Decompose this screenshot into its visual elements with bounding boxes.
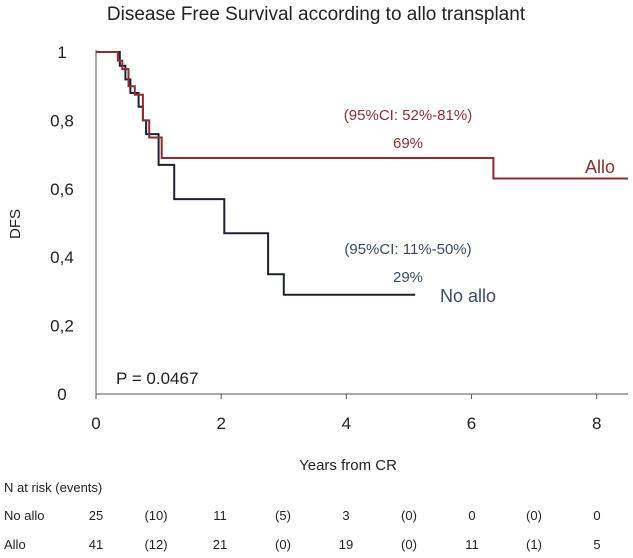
risk-cell: 0 <box>593 508 600 523</box>
risk-cell: (0) <box>275 537 291 552</box>
y-tick-label: 1 <box>57 43 66 62</box>
noallo-survival-curve <box>96 51 416 296</box>
risk-cell: (0) <box>401 537 417 552</box>
y-tick-label: 0,8 <box>50 111 74 130</box>
risk-cell: 11 <box>213 508 227 523</box>
y-tick-label: 0 <box>57 385 66 404</box>
allo-percent-annotation: 69% <box>393 135 423 152</box>
noallo-percent-annotation: 29% <box>393 269 423 286</box>
risk-row-label: No allo <box>4 508 44 523</box>
risk-cell: (10) <box>144 508 167 523</box>
x-tick-label: 4 <box>342 414 351 433</box>
risk-cell: 41 <box>89 537 103 552</box>
risk-cell: (12) <box>144 537 167 552</box>
y-axis-label: DFS <box>7 209 24 239</box>
risk-cell: 19 <box>339 537 353 552</box>
y-tick-label: 0,4 <box>50 248 74 267</box>
risk-cell: (0) <box>526 508 542 523</box>
risk-table-header: N at risk (events) <box>4 480 102 495</box>
x-tick-label: 0 <box>91 414 100 433</box>
risk-table: No allo 25 (10) 11 (5) 3 (0) 0 (0) 0 Allo 41 (12) 21 (… <box>4 508 601 552</box>
y-tick-label: 0,6 <box>50 180 74 199</box>
axes <box>95 50 628 395</box>
risk-cell: (1) <box>526 537 542 552</box>
risk-cell: 21 <box>213 537 227 552</box>
chart-title: Disease Free Survival according to allo … <box>107 4 526 25</box>
x-tick-label: 8 <box>592 414 601 433</box>
risk-cell: 11 <box>465 537 479 552</box>
x-axis-label: Years from CR <box>299 457 397 474</box>
risk-cell: 25 <box>89 508 103 523</box>
risk-cell: 0 <box>468 508 475 523</box>
x-axis: 0 2 4 6 8 <box>91 394 601 433</box>
x-tick-label: 6 <box>467 414 476 433</box>
risk-cell: 3 <box>342 508 349 523</box>
x-tick-label: 2 <box>216 414 225 433</box>
risk-cell: (5) <box>275 508 291 523</box>
risk-cell: 5 <box>593 537 600 552</box>
allo-ci-annotation: (95%CI: 52%-81%) <box>344 107 472 124</box>
risk-cell: (0) <box>401 508 417 523</box>
noallo-series-label: No allo <box>440 286 496 306</box>
allo-series-label: Allo <box>585 157 615 177</box>
p-value: P = 0.0467 <box>116 369 198 388</box>
y-tick-label: 0,2 <box>50 317 74 336</box>
allo-survival-curve <box>96 51 628 180</box>
y-axis: 0 0,2 0,4 0,6 0,8 1 <box>50 43 74 404</box>
risk-row-label: Allo <box>4 537 26 552</box>
noallo-ci-annotation: (95%CI: 11%-50%) <box>344 241 471 258</box>
series-group <box>96 51 628 296</box>
